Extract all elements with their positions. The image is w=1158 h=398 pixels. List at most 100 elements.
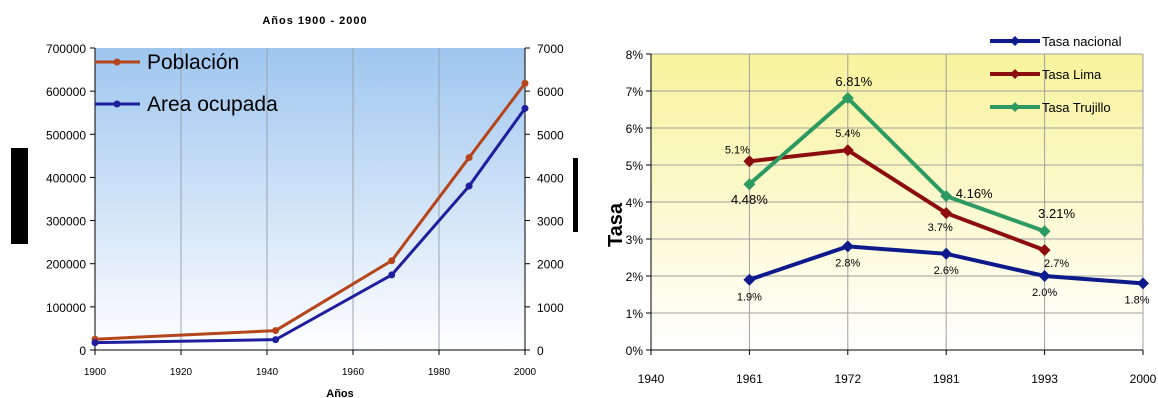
chart2-x-tick-label: 1981 (933, 372, 960, 386)
chart1-right-axis-title-redacted (573, 158, 578, 232)
chart1-y-right-tick-label: 0 (537, 344, 544, 358)
chart1-y-left-tick-label: 700000 (46, 42, 86, 56)
chart1-x-axis-label: Años (326, 388, 354, 398)
chart1-data-point (272, 336, 280, 344)
chart2-legend: Tasa nacional Tasa Lima Tasa Trujillo (990, 34, 1122, 115)
chart2-series-line (748, 95, 1046, 234)
chart2-data-label: 4.16% (956, 186, 993, 201)
chart1-tick-labels: 1900 1920 1940 1960 1980 20007000006000005000… (46, 42, 564, 378)
chart1-x-tick-label: 1960 (342, 367, 365, 378)
chart2-x-tick-label: 1993 (1031, 372, 1058, 386)
chart2-data-point (1038, 225, 1051, 238)
chart1-data-point (521, 79, 529, 87)
chart1-y-right-tick-label: 5000 (537, 128, 564, 142)
chart1-legend: Población Area ocupada (95, 51, 278, 116)
chart2-data-label: 5.4% (835, 128, 860, 140)
chart2-data-point (743, 178, 756, 191)
chart2-y-tick-label: 8% (626, 48, 644, 62)
chart1-y-left-tick-label: 300000 (46, 215, 86, 229)
chart2-data-label: 4.48% (731, 192, 768, 207)
chart2-x-tick-label: 1961 (736, 372, 763, 386)
chart1-y-left-tick-label: 0 (79, 344, 86, 358)
chart1-legend-marker (113, 58, 121, 66)
chart2-legend-marker (1010, 69, 1020, 79)
chart1-x-tick-label: 1900 (84, 367, 107, 378)
chart1-data-point (465, 182, 473, 190)
chart2-y-tick-label: 2% (626, 270, 644, 284)
chart1-y-left-tick-label: 200000 (46, 258, 86, 272)
chart2-legend-label: Tasa Lima (1042, 67, 1102, 82)
chart2-data-label: 3.7% (928, 222, 953, 234)
chart2-data-label: 1.8% (1124, 294, 1149, 306)
chart1-legend-label: Población (147, 51, 239, 74)
chart2-x-tick-label: 1940 (638, 372, 665, 386)
chart1-y-right-tick-label: 3000 (537, 215, 564, 229)
chart1-data-point (388, 257, 396, 265)
chart2-data-label: 2.8% (835, 257, 860, 269)
population-area-chart: Años 1900 - 2000 1900 1920 1940 1960 1980 200… (11, 15, 578, 398)
chart2-data-point (841, 92, 854, 105)
chart2-y-tick-label: 6% (626, 122, 644, 136)
chart2-legend-label: Tasa Trujillo (1042, 100, 1111, 115)
chart1-y-right-tick-label: 2000 (537, 258, 564, 272)
chart1-y-right-tick-label: 6000 (537, 85, 564, 99)
chart1-data-point (465, 154, 473, 162)
chart2-data-label: 3.21% (1038, 206, 1075, 221)
chart2-legend-marker (1010, 102, 1020, 112)
chart2-data-label: 2.0% (1032, 287, 1057, 299)
chart2-x-tick-label: 2000 (1130, 372, 1157, 386)
chart1-y-right-tick-label: 7000 (537, 42, 564, 56)
chart1-y-left-tick-label: 500000 (46, 128, 86, 142)
chart2-data-point (841, 144, 854, 157)
chart1-x-tick-label: 2000 (514, 367, 537, 378)
chart2-y-tick-label: 7% (626, 85, 644, 99)
chart1-data-point (91, 339, 99, 347)
chart2-data-label: 6.81% (835, 74, 872, 89)
chart1-data-point (521, 104, 529, 112)
chart2-data-point (743, 155, 756, 168)
chart1-y-left-tick-label: 600000 (46, 85, 86, 99)
chart1-left-axis-title-redacted (11, 148, 28, 244)
chart2-series: 1.9% 2.8% 2.6% 2.0% 1.8% 5.1% 5.4% 3.7% 2.7% 4.48… (725, 74, 1150, 306)
chart2-data-label: 1.9% (737, 292, 762, 304)
growth-rate-chart: 1940 1961 1972 1981 1993 2000 8% 7% 6% 5% 4% 3% 2% 1%… (605, 34, 1157, 386)
chart2-data-label: 2.7% (1044, 258, 1069, 270)
chart1-x-tick-label: 1980 (428, 367, 451, 378)
chart1-title: Años 1900 - 2000 (262, 15, 367, 27)
chart2-data-point (940, 207, 953, 220)
chart1-y-left-tick-label: 400000 (46, 171, 86, 185)
chart1-y-right-tick-label: 4000 (537, 171, 564, 185)
chart2-data-point (841, 240, 854, 253)
chart2-data-label: 2.6% (934, 265, 959, 277)
chart2-data-point (1038, 244, 1051, 257)
chart2-data-point (940, 247, 953, 260)
chart2-legend-label: Tasa nacional (1042, 34, 1122, 49)
chart2-data-point (1038, 270, 1051, 282)
chart1-plot-area (95, 48, 525, 350)
chart1-y-right-tick-label: 1000 (537, 301, 564, 315)
chart2-y-tick-label: 4% (626, 196, 644, 210)
chart1-axes (90, 47, 530, 355)
chart1-legend-marker (113, 100, 121, 108)
chart1-data-point (388, 271, 396, 279)
chart2-data-label: 5.1% (725, 144, 750, 156)
chart1-data-point (272, 327, 280, 335)
chart2-tick-labels: 1940 1961 1972 1981 1993 2000 8% 7% 6% 5% 4% 3% 2% 1%… (626, 48, 1157, 386)
chart2-y-tick-label: 1% (626, 307, 644, 321)
chart2-y-tick-label: 3% (626, 233, 644, 247)
chart2-axes (646, 53, 1144, 355)
chart1-series (91, 79, 529, 347)
chart1-y-left-tick-label: 100000 (46, 301, 86, 315)
chart2-legend-marker (1010, 36, 1020, 46)
chart2-series-line (749, 148, 1046, 252)
chart2-y-tick-label: 5% (626, 159, 644, 173)
chart2-y-tick-label: 0% (626, 344, 644, 358)
chart2-y-axis-label: Tasa (605, 202, 627, 247)
chart1-legend-label: Area ocupada (147, 93, 278, 116)
chart2-data-point (1137, 277, 1149, 290)
chart2-x-tick-label: 1972 (834, 372, 861, 386)
chart1-x-tick-label: 1920 (170, 367, 193, 378)
chart2-data-point (743, 273, 756, 286)
chart2-data-point (940, 190, 953, 203)
